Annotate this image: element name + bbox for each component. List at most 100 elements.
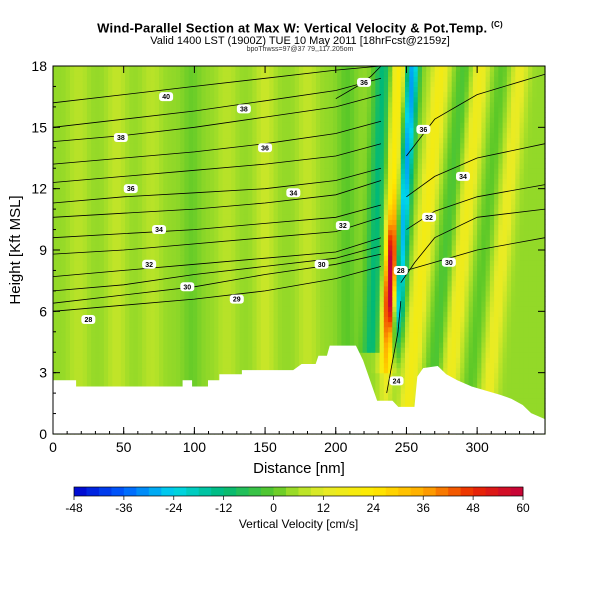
velocity-cell bbox=[307, 178, 313, 185]
velocity-cell bbox=[163, 204, 169, 210]
velocity-cell bbox=[133, 137, 139, 144]
velocity-cell bbox=[53, 260, 58, 266]
velocity-cell bbox=[209, 76, 215, 82]
velocity-cell bbox=[265, 250, 270, 256]
velocity-cell bbox=[320, 306, 326, 312]
velocity-cell bbox=[235, 137, 241, 144]
velocity-cell bbox=[120, 347, 126, 353]
velocity-cell bbox=[252, 255, 258, 261]
velocity-cell bbox=[235, 239, 241, 246]
velocity-cell bbox=[78, 234, 84, 241]
velocity-cell bbox=[99, 275, 105, 282]
velocity-cell bbox=[69, 173, 75, 180]
velocity-cell bbox=[273, 321, 279, 328]
velocity-cell bbox=[299, 198, 304, 205]
velocity-cell bbox=[222, 311, 228, 318]
velocity-cell bbox=[65, 342, 71, 348]
velocity-cell bbox=[282, 244, 287, 251]
velocity-cell bbox=[108, 91, 113, 98]
velocity-cell bbox=[171, 76, 177, 82]
velocity-cell bbox=[332, 112, 338, 118]
velocity-cell bbox=[239, 265, 245, 272]
velocity-cell bbox=[299, 357, 304, 364]
velocity-cell bbox=[159, 347, 164, 353]
velocity-cell bbox=[171, 96, 177, 103]
velocity-cell bbox=[205, 112, 211, 118]
velocity-cell bbox=[159, 81, 164, 88]
velocity-cell bbox=[137, 198, 143, 205]
velocity-cell bbox=[188, 76, 194, 82]
velocity-cell bbox=[184, 147, 190, 154]
velocity-cell bbox=[137, 372, 143, 379]
velocity-cell bbox=[248, 219, 253, 226]
velocity-cell bbox=[299, 127, 304, 134]
velocity-cell bbox=[74, 101, 80, 108]
velocity-cell bbox=[146, 250, 152, 256]
velocity-cell bbox=[282, 357, 287, 364]
velocity-cell bbox=[226, 244, 232, 251]
velocity-cell bbox=[239, 158, 245, 164]
velocity-cell bbox=[176, 336, 181, 343]
velocity-cell bbox=[303, 214, 309, 220]
velocity-cell bbox=[341, 188, 347, 195]
velocity-cell bbox=[112, 321, 118, 328]
velocity-cell bbox=[180, 362, 186, 369]
velocity-cell bbox=[303, 101, 309, 108]
velocity-cell bbox=[176, 377, 181, 384]
velocity-cell bbox=[57, 158, 63, 164]
velocity-cell bbox=[192, 244, 198, 251]
velocity-cell bbox=[214, 336, 220, 343]
velocity-cell bbox=[116, 81, 122, 88]
velocity-cell bbox=[248, 163, 253, 169]
velocity-cell bbox=[180, 66, 186, 72]
velocity-cell bbox=[112, 301, 118, 307]
velocity-cell bbox=[53, 331, 58, 338]
velocity-cell bbox=[154, 122, 160, 128]
velocity-cell bbox=[315, 275, 321, 282]
velocity-cell bbox=[112, 336, 118, 343]
velocity-cell bbox=[133, 372, 139, 379]
velocity-cell bbox=[154, 112, 160, 118]
velocity-cell bbox=[133, 101, 139, 108]
velocity-cell bbox=[150, 357, 156, 364]
velocity-cell bbox=[260, 331, 266, 338]
velocity-cell bbox=[277, 122, 283, 128]
velocity-cell bbox=[226, 239, 232, 246]
velocity-cell bbox=[320, 91, 326, 98]
velocity-cell bbox=[256, 101, 262, 108]
velocity-cell bbox=[159, 234, 164, 241]
velocity-cell bbox=[273, 71, 279, 77]
velocity-cell bbox=[307, 336, 313, 343]
velocity-cell bbox=[112, 270, 118, 277]
velocity-cell bbox=[57, 244, 63, 251]
velocity-cell bbox=[290, 142, 296, 149]
velocity-cell bbox=[82, 362, 88, 369]
velocity-cell bbox=[260, 193, 266, 200]
velocity-cell bbox=[209, 270, 215, 277]
velocity-cell bbox=[243, 127, 249, 134]
velocity-cell bbox=[82, 173, 88, 180]
velocity-cell bbox=[167, 101, 173, 108]
velocity-cell bbox=[265, 152, 270, 159]
velocity-cell bbox=[184, 224, 190, 231]
velocity-cell bbox=[269, 316, 275, 323]
velocity-cell bbox=[184, 132, 190, 139]
velocity-cell bbox=[290, 152, 296, 159]
velocity-cell bbox=[222, 173, 228, 180]
velocity-cell bbox=[112, 178, 118, 185]
velocity-cell bbox=[171, 183, 177, 190]
velocity-cell bbox=[345, 336, 351, 343]
velocity-cell bbox=[277, 163, 283, 169]
velocity-cell bbox=[133, 163, 139, 169]
velocity-cell bbox=[315, 188, 321, 195]
velocity-cell bbox=[120, 214, 126, 220]
velocity-cell bbox=[214, 244, 220, 251]
velocity-cell bbox=[269, 275, 275, 282]
velocity-cell bbox=[53, 66, 58, 72]
velocity-cell bbox=[53, 219, 58, 226]
velocity-cell bbox=[120, 86, 126, 93]
velocity-cell bbox=[192, 178, 198, 185]
velocity-cell bbox=[167, 306, 173, 312]
velocity-cell bbox=[197, 81, 203, 88]
velocity-cell bbox=[239, 147, 245, 154]
